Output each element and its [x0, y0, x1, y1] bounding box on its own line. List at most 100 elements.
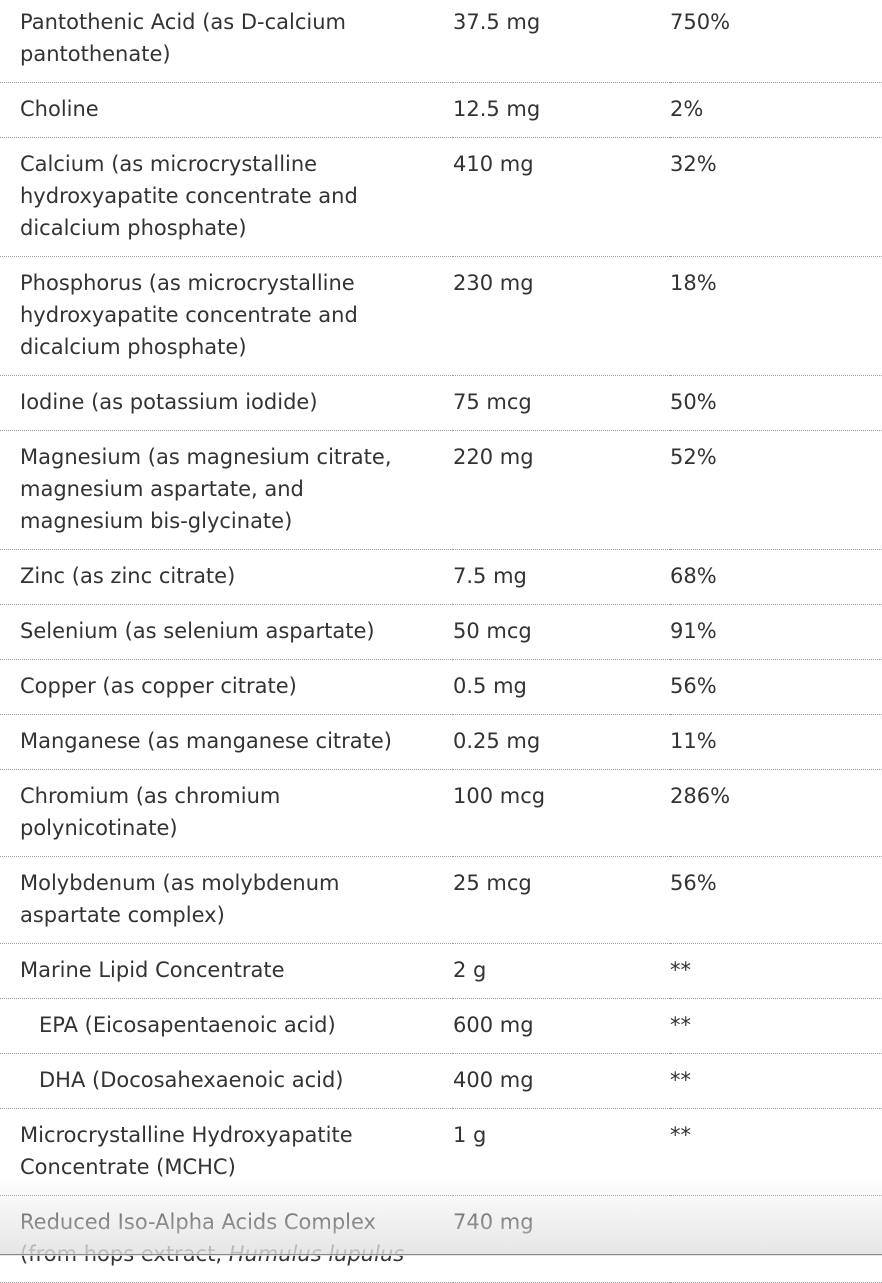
amount: 12.5 mg [453, 97, 541, 121]
table-row: Magnesium (as magnesium citrate, magnesi… [0, 430, 882, 550]
table-row: Phosphorus (as microcrystalline hydroxya… [0, 256, 882, 376]
nutrient-cell: Selenium (as selenium aspartate) [0, 604, 453, 660]
amount-cell: 220 mg [453, 430, 670, 550]
nutrient-cell: Copper (as copper citrate) [0, 659, 453, 715]
amount-cell: 7.5 mg [453, 549, 670, 605]
amount-cell: 0.5 mg [453, 659, 670, 715]
amount-cell: 600 mg [453, 998, 670, 1054]
nutrient-name: Selenium (as selenium aspartate) [20, 619, 375, 643]
nutrient-name: Choline [20, 97, 99, 121]
nutrient-name: Phosphorus (as microcrystalline hydroxya… [20, 271, 358, 359]
daily-value-cell: ** [670, 943, 882, 999]
amount: 50 mcg [453, 619, 532, 643]
table-row: DHA (Docosahexaenoic acid) 400 mg ** [0, 1053, 882, 1109]
table-row: Molybdenum (as molybdenum aspartate comp… [0, 856, 882, 944]
daily-value-cell: 52% [670, 430, 882, 550]
daily-value-cell: 32% [670, 137, 882, 257]
nutrient-name: DHA (Docosahexaenoic acid) [39, 1068, 344, 1092]
nutrient-name: Chromium (as chromium polynicotinate) [20, 784, 281, 840]
nutrient-name: EPA (Eicosapentaenoic acid) [39, 1013, 336, 1037]
amount: 220 mg [453, 445, 534, 469]
daily-value: 56% [670, 674, 717, 698]
daily-value-cell: 68% [670, 549, 882, 605]
nutrient-cell: Reduced Iso-Alpha Acids Complex (from ho… [0, 1195, 453, 1283]
daily-value-cell: ** [670, 998, 882, 1054]
daily-value: 68% [670, 564, 717, 588]
amount-cell: 50 mcg [453, 604, 670, 660]
daily-value: 32% [670, 152, 717, 176]
amount-cell: 2 g [453, 943, 670, 999]
daily-value: 286% [670, 784, 731, 808]
daily-value: ** [670, 958, 691, 982]
table-row: Choline 12.5 mg 2% [0, 82, 882, 138]
amount-cell: 37.5 mg [453, 0, 670, 83]
amount: 0.25 mg [453, 729, 541, 753]
daily-value: 750% [670, 10, 731, 34]
nutrient-cell: Chromium (as chromium polynicotinate) [0, 769, 453, 857]
nutrient-cell: Microcrystalline Hydroxyapatite Concentr… [0, 1108, 453, 1196]
nutrient-name: Magnesium (as magnesium citrate, magnesi… [20, 445, 392, 533]
nutrient-name: Microcrystalline Hydroxyapatite Concentr… [20, 1123, 353, 1179]
amount: 410 mg [453, 152, 534, 176]
nutrient-cell: Calcium (as microcrystalline hydroxyapat… [0, 137, 453, 257]
daily-value: 91% [670, 619, 717, 643]
nutrient-cell: Zinc (as zinc citrate) [0, 549, 453, 605]
nutrient-cell: Choline [0, 82, 453, 138]
daily-value-cell: 18% [670, 256, 882, 376]
daily-value-cell: 50% [670, 375, 882, 431]
nutrient-cell: Magnesium (as magnesium citrate, magnesi… [0, 430, 453, 550]
amount: 740 mg [453, 1210, 534, 1234]
amount-cell: 100 mcg [453, 769, 670, 857]
daily-value: ** [670, 1068, 691, 1092]
nutrient-name: Pantothenic Acid (as D-calcium pantothen… [20, 10, 347, 66]
amount: 600 mg [453, 1013, 534, 1037]
daily-value-cell: ** [670, 1053, 882, 1109]
nutrient-cell: Molybdenum (as molybdenum aspartate comp… [0, 856, 453, 944]
amount-cell: 410 mg [453, 137, 670, 257]
amount: 400 mg [453, 1068, 534, 1092]
table-row: Selenium (as selenium aspartate) 50 mcg 91… [0, 604, 882, 660]
nutrient-name: Calcium (as microcrystalline hydroxyapat… [20, 152, 358, 240]
amount-cell: 12.5 mg [453, 82, 670, 138]
daily-value: 56% [670, 871, 717, 895]
nutrient-cell: Phosphorus (as microcrystalline hydroxya… [0, 256, 453, 376]
table-row: Iodine (as potassium iodide) 75 mcg 50% [0, 375, 882, 431]
table-row: Microcrystalline Hydroxyapatite Concentr… [0, 1108, 882, 1196]
daily-value-cell: 286% [670, 769, 882, 857]
nutrient-cell: Pantothenic Acid (as D-calcium pantothen… [0, 0, 453, 83]
amount-cell: 75 mcg [453, 375, 670, 431]
nutrient-cell: DHA (Docosahexaenoic acid) [0, 1053, 453, 1109]
table-row: Chromium (as chromium polynicotinate) 100… [0, 769, 882, 857]
amount: 75 mcg [453, 390, 532, 414]
daily-value-cell: 11% [670, 714, 882, 770]
bottom-rule [0, 1254, 882, 1255]
daily-value-cell: 91% [670, 604, 882, 660]
amount: 1 g [453, 1123, 487, 1147]
nutrient-name: Molybdenum (as molybdenum aspartate comp… [20, 871, 340, 927]
amount-cell: 0.25 mg [453, 714, 670, 770]
nutrient-name: Zinc (as zinc citrate) [20, 564, 236, 588]
nutrient-cell: Marine Lipid Concentrate [0, 943, 453, 999]
table-row: Reduced Iso-Alpha Acids Complex (from ho… [0, 1195, 882, 1283]
amount: 37.5 mg [453, 10, 541, 34]
amount-cell: 1 g [453, 1108, 670, 1196]
nutrient-cell: Manganese (as manganese citrate) [0, 714, 453, 770]
daily-value: 11% [670, 729, 717, 753]
table-row: Zinc (as zinc citrate) 7.5 mg 68% [0, 549, 882, 605]
amount-cell: 740 mg [453, 1195, 670, 1283]
amount-cell: 230 mg [453, 256, 670, 376]
nutrient-name: Manganese (as manganese citrate) [20, 729, 393, 753]
daily-value-cell: 2% [670, 82, 882, 138]
amount: 7.5 mg [453, 564, 527, 588]
table-row: Calcium (as microcrystalline hydroxyapat… [0, 137, 882, 257]
table-row: EPA (Eicosapentaenoic acid) 600 mg ** [0, 998, 882, 1054]
daily-value-cell: 56% [670, 659, 882, 715]
amount: 100 mcg [453, 784, 546, 808]
nutrient-cell: Iodine (as potassium iodide) [0, 375, 453, 431]
nutrient-name: Marine Lipid Concentrate [20, 958, 285, 982]
nutrient-name: Copper (as copper citrate) [20, 674, 297, 698]
daily-value: 50% [670, 390, 717, 414]
amount-cell: 25 mcg [453, 856, 670, 944]
